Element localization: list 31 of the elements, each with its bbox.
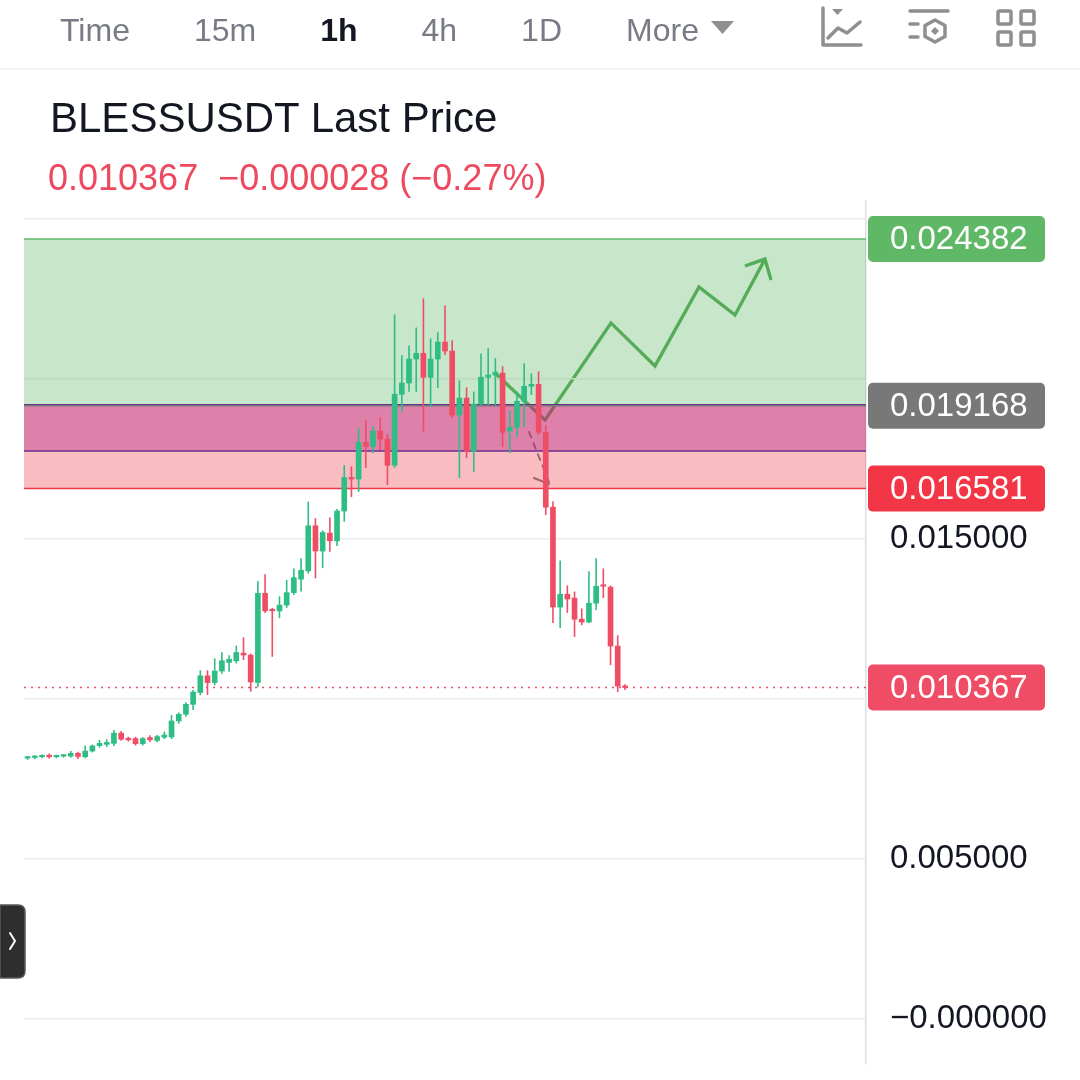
candlestick [67,750,74,758]
ref-line-label: 0.024382 [890,219,1028,257]
candlestick [46,753,53,759]
candlestick [147,735,153,742]
y-tick-label: 0.005000 [890,838,1028,876]
chart-title: BLESSUSDT Last Price [50,94,498,141]
text: 1D [521,12,563,48]
ref-line-label: 0.010367 [890,667,1028,705]
candlestick [600,568,607,598]
text: 15m [193,12,257,48]
candlestick [528,373,535,396]
ref-line-label: 0.016581 [890,468,1028,506]
candlestick [557,560,563,628]
candlestick [413,327,420,392]
ref-line-label: 0.019168 [890,385,1028,423]
candlestick [434,332,441,388]
text: More [626,12,699,48]
text: 1h [320,12,358,48]
candlestick [211,658,218,686]
candlestick [363,420,369,468]
chart-subtitle: 0.010367 −0.000028 (−0.27%) [48,157,547,198]
y-tick-label: 0.015000 [890,518,1028,556]
candlestick [370,426,376,453]
candlestick [578,608,585,626]
candlestick [377,417,384,451]
text: Time [60,12,130,48]
candlestick [327,517,333,552]
candlestick [398,355,405,412]
candlestick [442,305,448,356]
y-tick-label: −0.000000 [890,998,1047,1036]
text: 4h [421,12,458,48]
